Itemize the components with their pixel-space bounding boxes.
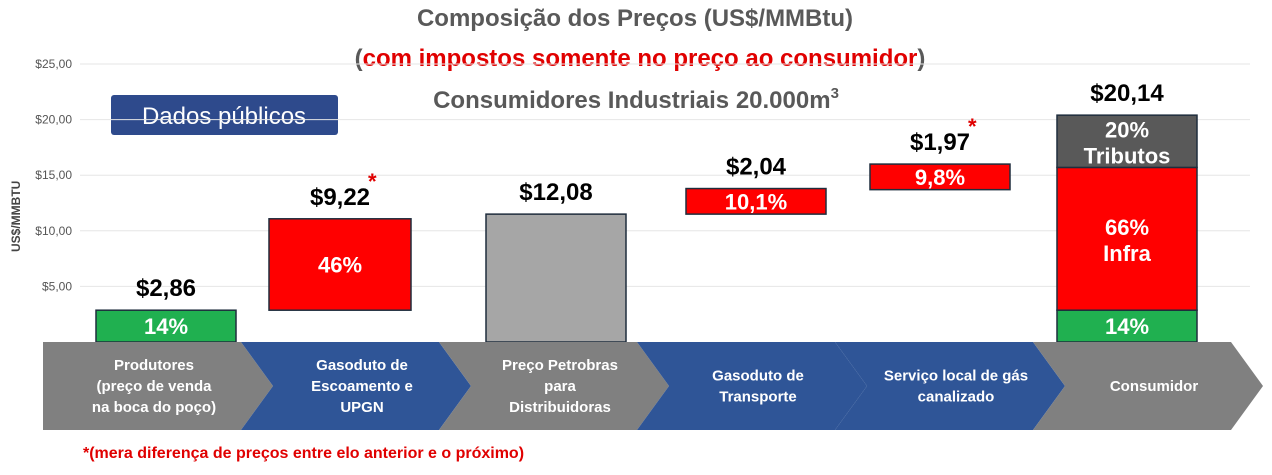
stage-label: Serviço local de gás <box>884 368 1028 385</box>
bar-value-label: $2,04 <box>726 154 787 181</box>
stage-chevron: Consumidor <box>1033 342 1263 430</box>
stage-label: Preço Petrobras <box>502 357 618 374</box>
stage-label: Escoamento e <box>311 378 413 395</box>
segment-label: 14% <box>144 314 188 339</box>
chevron-shape <box>835 342 1065 430</box>
chart-title: Composição dos Preços (US$/MMBtu) <box>417 5 853 32</box>
segment-label: 14% <box>1105 314 1149 339</box>
stage-chevron: Produtores (preço de venda na boca do poço… <box>43 342 273 430</box>
stage-label: para <box>544 378 576 395</box>
bar-segment <box>95 309 237 343</box>
stage-label: Gasoduto de <box>316 357 408 374</box>
stage-chevron: Preço Petrobras para Distribuidoras <box>439 342 669 430</box>
bar-value-label: $2,86 <box>136 275 196 302</box>
y-tick-label: $5,00 <box>42 279 72 293</box>
stage-label: (preço de venda <box>96 378 212 395</box>
chart-subtitle-2: Consumidores Industriais 20.000m3 <box>433 85 839 114</box>
bar-segment <box>685 187 827 215</box>
bar-segment <box>1056 166 1198 311</box>
stage-label: canalizado <box>918 389 995 406</box>
bar-segment <box>869 163 1011 191</box>
segment-label: 9,8% <box>915 165 965 190</box>
stage-label: UPGN <box>340 399 383 416</box>
chevron-shape <box>241 342 471 430</box>
segment-label: 66% <box>1105 215 1149 240</box>
segment-label: 46% <box>318 252 362 277</box>
bar-group: $12,08 <box>485 179 627 343</box>
subtitle-close: ) <box>917 45 925 72</box>
badge-background <box>111 95 338 135</box>
subtitle-text: com impostos somente no preço ao consumi… <box>363 45 918 72</box>
stage-chevron: Serviço local de gás canalizado <box>835 342 1065 430</box>
segment-sublabel: Tributos <box>1084 143 1171 168</box>
subtitle-open: ( <box>355 45 363 72</box>
segment-label: 10,1% <box>725 189 787 214</box>
stage-chevron: Gasoduto de Transporte <box>637 342 867 430</box>
bar-value-label: $20,14 <box>1090 80 1164 107</box>
badge-label: Dados públicos <box>142 103 306 130</box>
stage-label: Distribuidoras <box>509 399 611 416</box>
public-data-badge: Dados públicos <box>111 95 338 135</box>
bar-value-label: $12,08 <box>519 179 592 206</box>
stage-label: na boca do poço) <box>92 399 216 416</box>
bar-group: 14% $2,86 <box>95 275 237 343</box>
bar-group: 9,8% $1,97* <box>869 114 1011 191</box>
chevron-shape <box>43 342 273 430</box>
stage-label: Transporte <box>719 389 797 406</box>
bar-group: 10,1% $2,04 <box>685 154 827 215</box>
y-tick-label: $10,00 <box>35 224 72 238</box>
stage-chevron: Gasoduto de Escoamento e UPGN <box>241 342 471 430</box>
y-axis-label: US$/MMBTU <box>9 181 23 252</box>
bar-value-label: $1,97 <box>910 129 970 156</box>
chevron-shape <box>439 342 669 430</box>
chart-subtitle: (com impostos somente no preço ao consum… <box>355 45 926 72</box>
y-tick-label: $20,00 <box>35 113 72 127</box>
stage-label: Gasoduto de <box>712 368 804 385</box>
bar-segment <box>485 213 627 343</box>
footnote: *(mera diferença de preços entre elo ant… <box>83 445 524 462</box>
bar-segment <box>268 218 412 311</box>
subtitle2-main: Consumidores Industriais 20.000m <box>433 87 830 114</box>
bar-value-label: $9,22 <box>310 184 370 211</box>
bar-segment <box>1056 114 1198 169</box>
bar-group: 46% $9,22* <box>268 169 412 311</box>
asterisk-mark: * <box>968 114 977 139</box>
stage-label: Produtores <box>114 357 194 374</box>
bar-group: 14% 66%Infra 20%Tributos $20,14 <box>1056 80 1198 343</box>
chevron-shape <box>637 342 867 430</box>
y-tick-label: $15,00 <box>35 168 72 182</box>
stage-chevrons: Produtores (preço de venda na boca do poço… <box>43 342 1263 430</box>
y-tick-label: $25,00 <box>35 57 72 71</box>
stage-label: Consumidor <box>1110 378 1198 395</box>
segment-sublabel: Infra <box>1103 241 1151 266</box>
asterisk-mark: * <box>368 169 377 194</box>
segment-label: 20% <box>1105 117 1149 142</box>
subtitle2-sup: 3 <box>831 85 839 102</box>
chevron-shape <box>1033 342 1263 430</box>
